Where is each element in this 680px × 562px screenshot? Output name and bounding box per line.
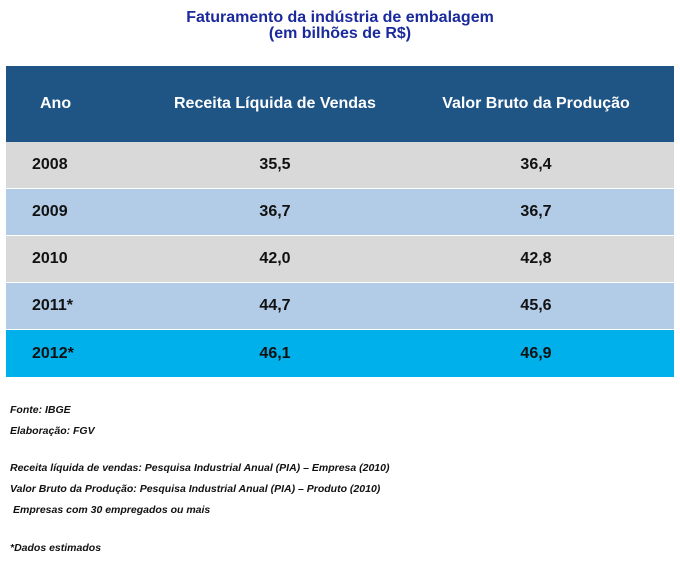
header-ano: Ano — [40, 95, 72, 112]
table-row: 2009 36,7 36,7 — [6, 188, 674, 235]
note-valor: Valor Bruto da Produção: Pesquisa Indust… — [10, 483, 381, 495]
cell-ano: 2009 — [32, 203, 68, 220]
cell-valor: 42,8 — [520, 250, 552, 267]
title-line-1: Faturamento da indústria de embalagem — [186, 9, 494, 26]
table-header-row: Ano Receita Líquida de Vendas Valor Brut… — [6, 66, 674, 142]
note-estimados: *Dados estimados — [10, 542, 102, 554]
cell-ano: 2012* — [32, 344, 74, 362]
title-line-2: (em bilhões de R$) — [268, 25, 412, 42]
cell-receita: 44,7 — [259, 297, 291, 314]
cell-valor: 36,4 — [520, 156, 552, 173]
cell-receita: 46,1 — [259, 344, 291, 362]
note-empresas: Empresas com 30 empregados ou mais — [13, 504, 211, 516]
data-table: Ano Receita Líquida de Vendas Valor Brut… — [6, 66, 674, 377]
header-receita: Receita Líquida de Vendas — [174, 95, 376, 112]
table-row: 2011* 44,7 45,6 — [6, 282, 674, 329]
cell-receita: 42,0 — [259, 250, 291, 267]
cell-valor: 36,7 — [520, 203, 552, 220]
cell-receita: 35,5 — [259, 156, 291, 173]
note-fonte: Fonte: IBGE — [10, 404, 71, 416]
table-row: 2012* 46,1 46,9 — [6, 329, 674, 377]
cell-ano: 2011* — [32, 297, 73, 314]
chart-title: Faturamento da indústria de embalagem (e… — [0, 10, 680, 42]
cell-ano: 2010 — [32, 250, 68, 267]
table-row: 2008 35,5 36,4 — [6, 142, 674, 188]
table-row: 2010 42,0 42,8 — [6, 235, 674, 282]
header-valor: Valor Bruto da Produção — [442, 95, 630, 112]
note-elaboracao: Elaboração: FGV — [10, 425, 95, 437]
cell-valor: 46,9 — [520, 344, 552, 362]
note-receita: Receita líquida de vendas: Pesquisa Indu… — [10, 462, 390, 474]
cell-ano: 2008 — [32, 156, 68, 173]
cell-valor: 45,6 — [520, 297, 552, 314]
cell-receita: 36,7 — [259, 203, 291, 220]
